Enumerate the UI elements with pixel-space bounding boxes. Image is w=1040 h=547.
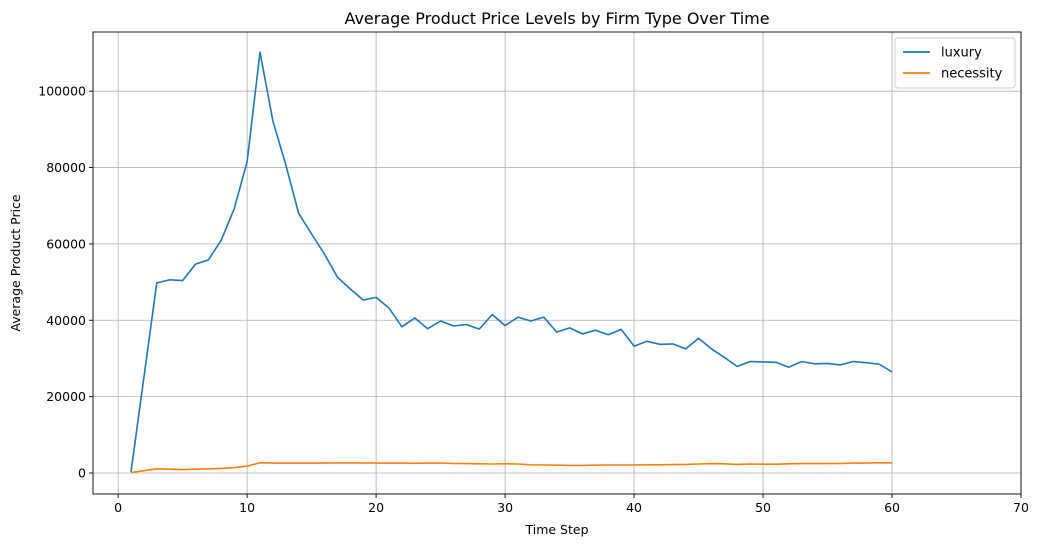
- x-tick-label: 30: [497, 500, 513, 515]
- y-tick-label: 80000: [46, 160, 86, 175]
- y-tick-label: 20000: [46, 389, 86, 404]
- chart-title: Average Product Price Levels by Firm Typ…: [344, 9, 769, 28]
- plot-frame: [92, 31, 1022, 495]
- y-tick-label: 60000: [46, 236, 86, 251]
- x-tick-label: 40: [626, 500, 642, 515]
- series-line-luxury: [130, 51, 893, 473]
- x-tick-label: 70: [1013, 500, 1029, 515]
- series-lines: [130, 51, 893, 474]
- legend: luxury necessity: [894, 37, 1016, 89]
- legend-box: [894, 37, 1016, 89]
- grid: [93, 32, 1022, 494]
- x-tick-label: 20: [368, 500, 384, 515]
- legend-label-necessity: necessity: [941, 67, 1003, 82]
- y-tick-label: 40000: [46, 313, 86, 328]
- y-tick-label: 0: [78, 466, 86, 481]
- x-tick-label: 50: [755, 500, 771, 515]
- x-axis-label: Time Step: [524, 522, 588, 537]
- x-tick-label: 10: [239, 500, 255, 515]
- y-axis-label: Average Product Price: [8, 194, 23, 332]
- y-tick-label: 100000: [38, 84, 86, 99]
- axis-ticks: 0 10 20 30 40 50 60 70 0 20000 40000 60000 80000 1000…: [38, 84, 1029, 515]
- x-tick-label: 60: [884, 500, 900, 515]
- series-line-necessity: [130, 461, 893, 474]
- legend-label-luxury: luxury: [941, 46, 982, 61]
- x-tick-label: 0: [114, 500, 122, 515]
